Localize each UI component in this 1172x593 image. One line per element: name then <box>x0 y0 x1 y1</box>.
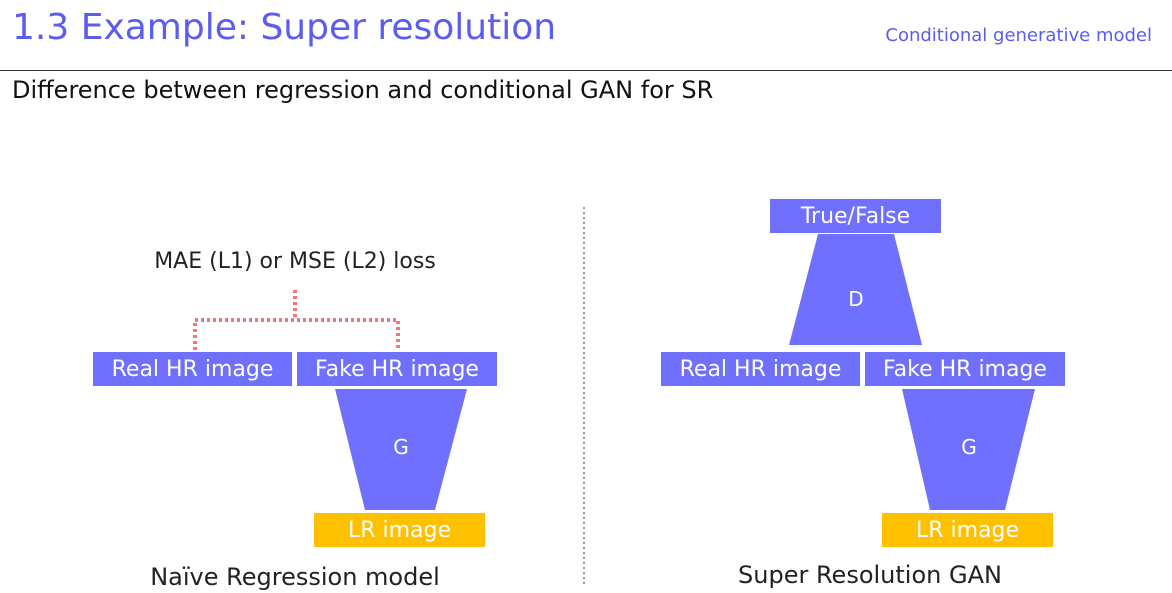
left-caption: Naïve Regression model <box>150 563 440 591</box>
section-tag: Conditional generative model <box>885 25 1152 46</box>
left-generator-label: G <box>393 435 409 459</box>
right-caption: Super Resolution GAN <box>738 561 1002 589</box>
left-generator-shape <box>335 389 467 510</box>
true-false-box: True/False <box>770 199 941 233</box>
right-generator-shape <box>902 389 1035 510</box>
slide-title: 1.3 Example: Super resolution <box>12 7 557 48</box>
right-fake-hr-box: Fake HR image <box>865 352 1065 386</box>
right-lr-image-box: LR image <box>882 513 1053 547</box>
slide-subtitle: Difference between regression and condit… <box>12 76 714 104</box>
left-fake-hr-box: Fake HR image <box>297 352 497 386</box>
header-divider <box>0 70 1172 71</box>
left-lr-image-box: LR image <box>314 513 485 547</box>
left-real-hr-box: Real HR image <box>93 352 292 386</box>
right-discriminator-label: D <box>848 287 863 311</box>
right-discriminator-shape <box>789 234 922 345</box>
loss-label: MAE (L1) or MSE (L2) loss <box>154 249 436 274</box>
right-generator-label: G <box>961 435 977 459</box>
loss-bracket <box>193 290 400 350</box>
right-real-hr-box: Real HR image <box>661 352 860 386</box>
